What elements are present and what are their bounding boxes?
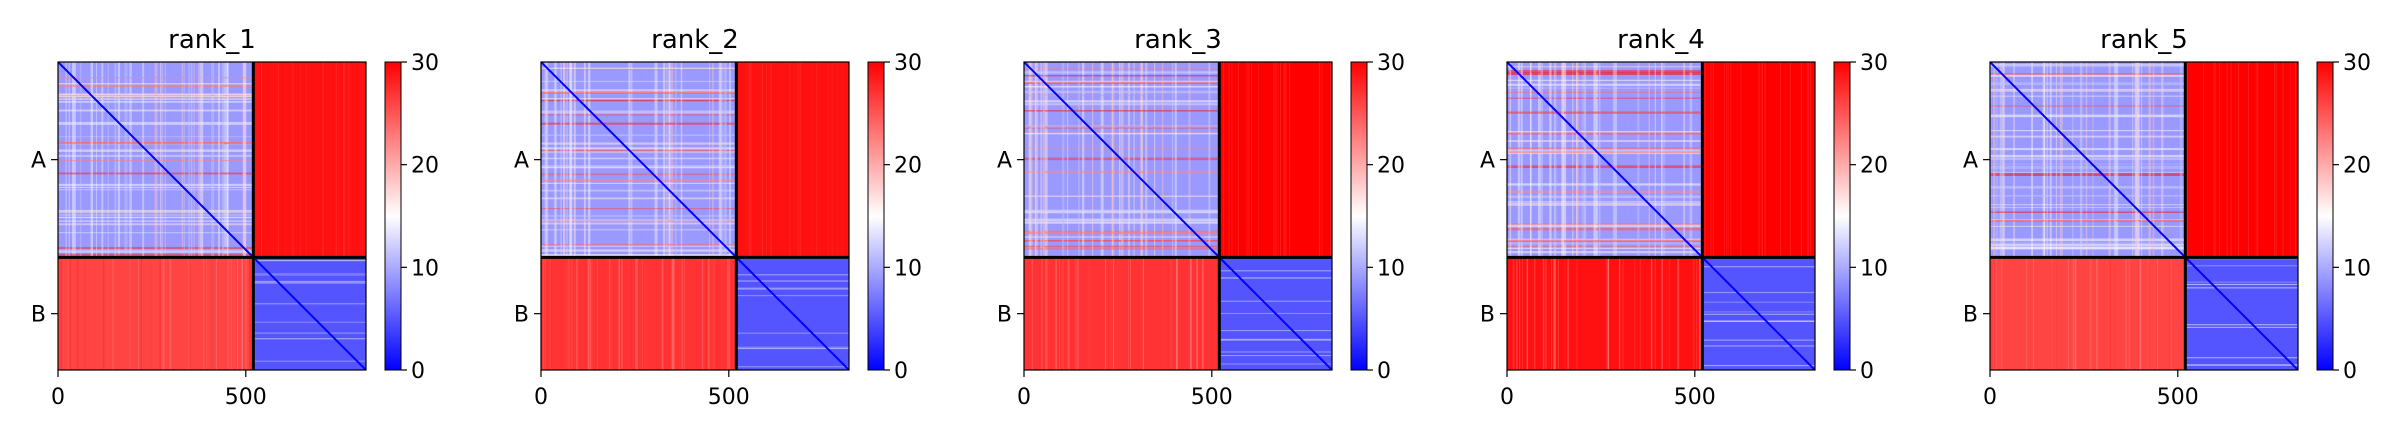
heatmap-panel-3: rank_3 0 500 A B 0 10 20 30	[997, 25, 1405, 410]
colorbar	[2316, 61, 2334, 371]
colorbar-tick-label: 0	[2343, 359, 2357, 384]
colorbar-tick-label: 10	[411, 256, 439, 281]
colorbar-tick-label: 20	[1860, 154, 1888, 179]
y-tick-label: A	[31, 149, 46, 174]
panel-title: rank_3	[1134, 25, 1222, 55]
y-tick-label: A	[997, 149, 1012, 174]
x-tick-label: 500	[225, 385, 267, 410]
colorbar-tick-label: 30	[411, 51, 439, 76]
colorbar-tick-label: 10	[2343, 256, 2371, 281]
y-tick-label: A	[514, 149, 529, 174]
y-tick-label: B	[514, 303, 529, 328]
plot-frame	[1506, 61, 1816, 371]
y-tick-label: A	[1480, 149, 1495, 174]
heatmap-block-b-a	[1990, 257, 2186, 370]
colorbar	[1350, 61, 1368, 371]
heatmap-block-b-a	[541, 257, 737, 370]
heatmap-plot	[1990, 62, 2298, 370]
y-tick-label: B	[1480, 303, 1495, 328]
colorbar-tick-label: 30	[2343, 51, 2371, 76]
heatmap-diagonal	[1990, 62, 2298, 370]
colorbar-tick-label: 30	[894, 51, 922, 76]
colorbar-tick-label: 20	[411, 154, 439, 179]
colorbar-tick-label: 20	[2343, 154, 2371, 179]
colorbar-tick-label: 10	[894, 256, 922, 281]
heatmap-block-a-b	[253, 62, 366, 258]
heatmap-plot	[58, 62, 366, 370]
colorbar	[384, 61, 402, 371]
panel-title: rank_1	[168, 25, 256, 55]
colorbar-tick-label: 10	[1860, 256, 1888, 281]
colorbar-tick-label: 20	[1377, 154, 1405, 179]
colorbar-tick-label: 30	[1860, 51, 1888, 76]
colorbar	[1833, 61, 1851, 371]
colorbar-tick-label: 0	[1377, 359, 1391, 384]
plot-frame	[1023, 61, 1333, 371]
heatmap-texture	[541, 62, 849, 370]
panel-title: rank_5	[2100, 25, 2188, 55]
heatmap-block-b-a	[58, 257, 254, 370]
plot-frame	[57, 61, 367, 371]
heatmap-diagonal	[1507, 62, 1815, 370]
heatmap-block-b-a	[1507, 257, 1703, 370]
panel-title: rank_4	[1617, 25, 1705, 55]
heatmap-plot	[541, 62, 849, 370]
x-tick-label: 500	[1674, 385, 1716, 410]
x-tick-label: 500	[1191, 385, 1233, 410]
x-tick-label: 500	[708, 385, 750, 410]
y-tick-label: B	[31, 303, 46, 328]
heatmap-panel-2: rank_2 0 500 A B 0 10 20 30	[514, 25, 922, 410]
x-tick-label: 500	[2157, 385, 2199, 410]
x-tick-label: 0	[1017, 385, 1031, 410]
heatmap-texture	[58, 62, 366, 370]
panel-title: rank_2	[651, 25, 739, 55]
colorbar-tick-label: 30	[1377, 51, 1405, 76]
colorbar-tick-label: 0	[411, 359, 425, 384]
heatmap-diagonal	[1024, 62, 1332, 370]
y-tick-label: A	[1963, 149, 1978, 174]
colorbar	[867, 61, 885, 371]
heatmap-block-a-b	[2185, 62, 2298, 258]
heatmap-panel-5: rank_5 0 500 A B 0 10 20 30	[1963, 25, 2371, 410]
heatmap-diagonal	[58, 62, 366, 370]
heatmap-panel-4: rank_4 0 500 A B 0 10 20 30	[1480, 25, 1888, 410]
x-tick-label: 0	[534, 385, 548, 410]
x-tick-label: 0	[1983, 385, 1997, 410]
heatmap-texture	[1507, 62, 1815, 370]
plot-frame	[1989, 61, 2299, 371]
heatmap-plot	[1507, 62, 1815, 370]
heatmap-plot	[1024, 62, 1332, 370]
heatmap-panel-1: rank_1 0 500 A B 0 10 20 30	[31, 25, 439, 410]
plot-frame	[540, 61, 850, 371]
y-tick-label: B	[1963, 303, 1978, 328]
heatmap-diagonal	[541, 62, 849, 370]
y-tick-label: B	[997, 303, 1012, 328]
colorbar-tick-label: 0	[894, 359, 908, 384]
colorbar-tick-label: 0	[1860, 359, 1874, 384]
x-tick-label: 0	[1500, 385, 1514, 410]
x-tick-label: 0	[51, 385, 65, 410]
colorbar-tick-label: 10	[1377, 256, 1405, 281]
colorbar-tick-label: 20	[894, 154, 922, 179]
heatmap-block-a-b	[736, 62, 849, 258]
